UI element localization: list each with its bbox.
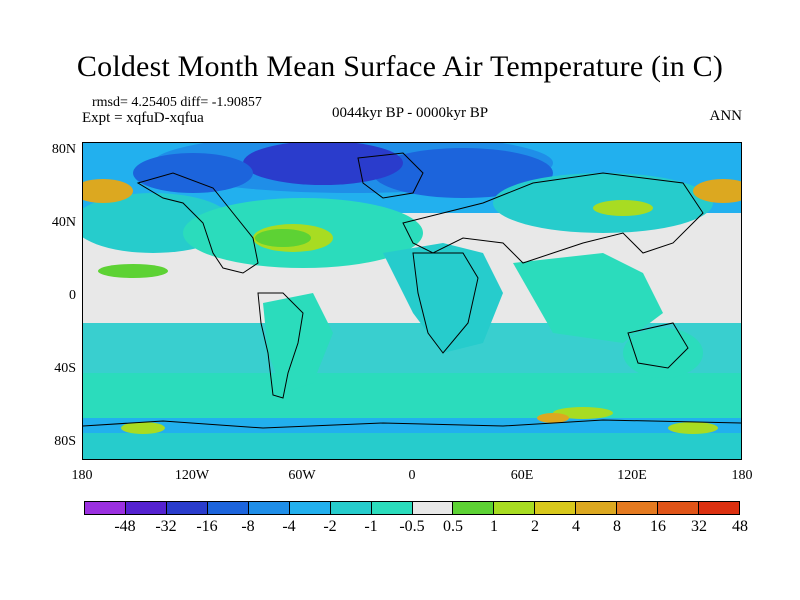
lon-label-180w: 180 — [71, 468, 93, 483]
colorbar-tick-label: -8 — [241, 518, 255, 535]
colorbar-tick-label: 2 — [531, 518, 539, 535]
colorbar-tick-label: 4 — [572, 518, 580, 535]
colorbar-tick-label: 1 — [490, 518, 498, 535]
colorbar-swatch — [453, 502, 495, 514]
lon-label-180e: 180 — [731, 468, 753, 483]
colorbar-swatch — [412, 502, 454, 514]
colorbar-swatch — [207, 502, 249, 514]
colorbar-swatch — [494, 502, 536, 514]
lon-label-60e: 60E — [510, 468, 534, 483]
colorbar-tick-label: 16 — [650, 518, 666, 535]
lon-label-120e: 120E — [617, 468, 647, 483]
colorbar-swatch — [289, 502, 331, 514]
colorbar-tick-label: -32 — [155, 518, 177, 535]
stats-text: rmsd= 4.25405 diff= -1.90857 — [92, 95, 262, 110]
colorbar-tick-label: -4 — [282, 518, 296, 535]
lon-label-60w: 60W — [288, 468, 316, 483]
experiment-label: Expt = xqfuD-xqfua — [82, 110, 204, 126]
lon-label-0: 0 — [408, 468, 416, 483]
colorbar-tick-label: -16 — [196, 518, 218, 535]
map-title: Coldest Month Mean Surface Air Temperatu… — [76, 50, 724, 83]
colorbar — [84, 501, 740, 515]
temperature-difference-map — [82, 142, 742, 460]
colorbar-tick-label: -2 — [323, 518, 337, 535]
colorbar-swatch — [166, 502, 208, 514]
colorbar-tick-label: 32 — [691, 518, 707, 535]
colorbar-tick-label: 48 — [732, 518, 748, 535]
lat-label-80n: 80N — [51, 142, 76, 157]
lon-label-120w: 120W — [174, 468, 210, 483]
colorbar-tick-label: 0.5 — [443, 518, 463, 535]
lat-label-40n: 40N — [51, 215, 76, 230]
colorbar-swatch — [125, 502, 167, 514]
colorbar-swatch — [658, 502, 700, 514]
season-label: ANN — [709, 108, 743, 124]
colorbar-swatch — [576, 502, 618, 514]
colorbar-swatch — [330, 502, 372, 514]
colorbar-swatch — [535, 502, 577, 514]
colorbar-swatch — [699, 502, 739, 514]
colorbar-tick-label: 8 — [613, 518, 621, 535]
colorbar-swatch — [85, 502, 126, 514]
map-canvas — [83, 143, 741, 459]
colorbar-swatch — [371, 502, 413, 514]
period-label: 0044kyr BP - 0000kyr BP — [331, 105, 489, 121]
colorbar-swatch — [617, 502, 659, 514]
colorbar-swatch — [248, 502, 290, 514]
colorbar-tick-label: -1 — [364, 518, 378, 535]
colorbar-tick-label: -0.5 — [399, 518, 425, 535]
lat-label-80s: 80S — [54, 434, 76, 449]
lat-label-40s: 40S — [54, 361, 76, 376]
colorbar-tick-label: -48 — [114, 518, 136, 535]
lat-label-0: 0 — [69, 288, 76, 303]
